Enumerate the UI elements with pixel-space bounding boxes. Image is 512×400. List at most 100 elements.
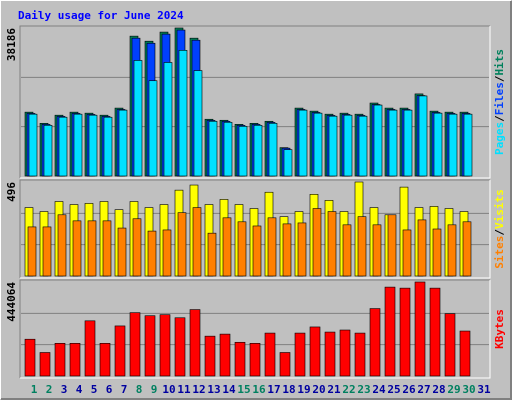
bar bbox=[357, 216, 367, 277]
legend-separator: / bbox=[493, 115, 506, 122]
x-tick-label: 8 bbox=[136, 383, 143, 396]
panel-highlight bbox=[20, 280, 491, 379]
bar bbox=[297, 222, 307, 277]
bar bbox=[339, 329, 351, 377]
bar bbox=[148, 80, 158, 177]
x-tick-label: 20 bbox=[312, 383, 325, 396]
bar bbox=[324, 331, 336, 377]
bar bbox=[103, 116, 113, 177]
legend-entry: Sites bbox=[493, 236, 506, 269]
legend: Pages/Files/Hits bbox=[493, 49, 506, 155]
bar bbox=[279, 352, 291, 377]
x-tick-label: 23 bbox=[357, 383, 370, 396]
panel-highlight bbox=[20, 180, 491, 279]
bar bbox=[238, 126, 248, 177]
bar bbox=[268, 122, 278, 177]
bar bbox=[447, 224, 457, 277]
legend-separator: / bbox=[493, 229, 506, 236]
bar bbox=[204, 335, 216, 377]
bar bbox=[328, 115, 338, 177]
legend-entry: Hits bbox=[493, 49, 506, 76]
x-tick-label: 12 bbox=[192, 383, 205, 396]
bar bbox=[178, 50, 188, 177]
x-tick-label: 19 bbox=[297, 383, 310, 396]
bar bbox=[448, 113, 458, 177]
x-tick-label: 11 bbox=[177, 383, 191, 396]
x-tick-label: 6 bbox=[106, 383, 113, 396]
legend: KBytes bbox=[493, 309, 506, 349]
bar bbox=[403, 109, 413, 177]
bar bbox=[207, 232, 217, 277]
bar bbox=[57, 214, 67, 277]
bar bbox=[387, 214, 397, 277]
x-tick-label: 15 bbox=[237, 383, 250, 396]
bar bbox=[312, 208, 322, 277]
bar bbox=[372, 224, 382, 277]
bar bbox=[388, 109, 398, 177]
chart-title: Daily usage for June 2024 bbox=[18, 9, 184, 22]
x-tick-label: 14 bbox=[222, 383, 236, 396]
panel-highlight bbox=[20, 26, 491, 179]
bar bbox=[117, 227, 127, 277]
bar bbox=[99, 343, 111, 377]
bar bbox=[417, 219, 427, 277]
bar bbox=[294, 332, 306, 377]
x-tick-label: 24 bbox=[372, 383, 386, 396]
bar bbox=[313, 112, 323, 177]
bar bbox=[237, 221, 247, 277]
bar bbox=[58, 116, 68, 177]
bar bbox=[343, 114, 353, 177]
bar bbox=[54, 343, 66, 377]
y-tick-label: 444064 bbox=[5, 282, 18, 322]
x-tick-label: 25 bbox=[387, 383, 400, 396]
bar bbox=[432, 228, 442, 277]
bar bbox=[192, 207, 202, 277]
bar bbox=[129, 312, 141, 377]
x-tick-label: 29 bbox=[447, 383, 460, 396]
bar bbox=[327, 211, 337, 277]
bar bbox=[219, 333, 231, 377]
x-tick-label: 16 bbox=[252, 383, 266, 396]
bar bbox=[208, 120, 218, 177]
x-tick-label: 9 bbox=[151, 383, 158, 396]
x-tick-label: 5 bbox=[91, 383, 98, 396]
bar bbox=[174, 317, 186, 377]
bar bbox=[463, 113, 473, 177]
bar bbox=[267, 217, 277, 277]
bar bbox=[282, 223, 292, 277]
bar bbox=[87, 220, 97, 277]
bar bbox=[462, 221, 472, 277]
legend-entry: Visits bbox=[493, 189, 506, 229]
x-tick-label: 22 bbox=[342, 383, 355, 396]
bar bbox=[264, 332, 276, 377]
x-tick-label: 21 bbox=[327, 383, 341, 396]
bar bbox=[27, 226, 37, 277]
bar bbox=[342, 224, 352, 277]
bar bbox=[369, 308, 381, 377]
bar bbox=[73, 113, 83, 177]
x-tick-label: 7 bbox=[121, 383, 128, 396]
bar bbox=[402, 229, 412, 277]
x-tick-label: 1 bbox=[31, 383, 38, 396]
x-tick-label: 4 bbox=[76, 383, 83, 396]
bar bbox=[193, 70, 203, 177]
bar bbox=[252, 225, 262, 277]
bar bbox=[223, 121, 233, 177]
legend-entry: Files bbox=[493, 82, 506, 115]
bar bbox=[309, 326, 321, 377]
bar bbox=[144, 315, 156, 377]
bar bbox=[159, 314, 171, 377]
legend-entry: KBytes bbox=[493, 309, 506, 349]
bar bbox=[84, 320, 96, 377]
bar bbox=[373, 104, 383, 177]
y-tick-label: 496 bbox=[5, 182, 18, 202]
bar bbox=[189, 309, 201, 377]
panel-shadow bbox=[19, 25, 490, 178]
bar bbox=[118, 109, 128, 177]
bar bbox=[418, 95, 428, 177]
bar bbox=[253, 125, 263, 177]
x-tick-label: 2 bbox=[46, 383, 53, 396]
x-tick-label: 28 bbox=[432, 383, 445, 396]
